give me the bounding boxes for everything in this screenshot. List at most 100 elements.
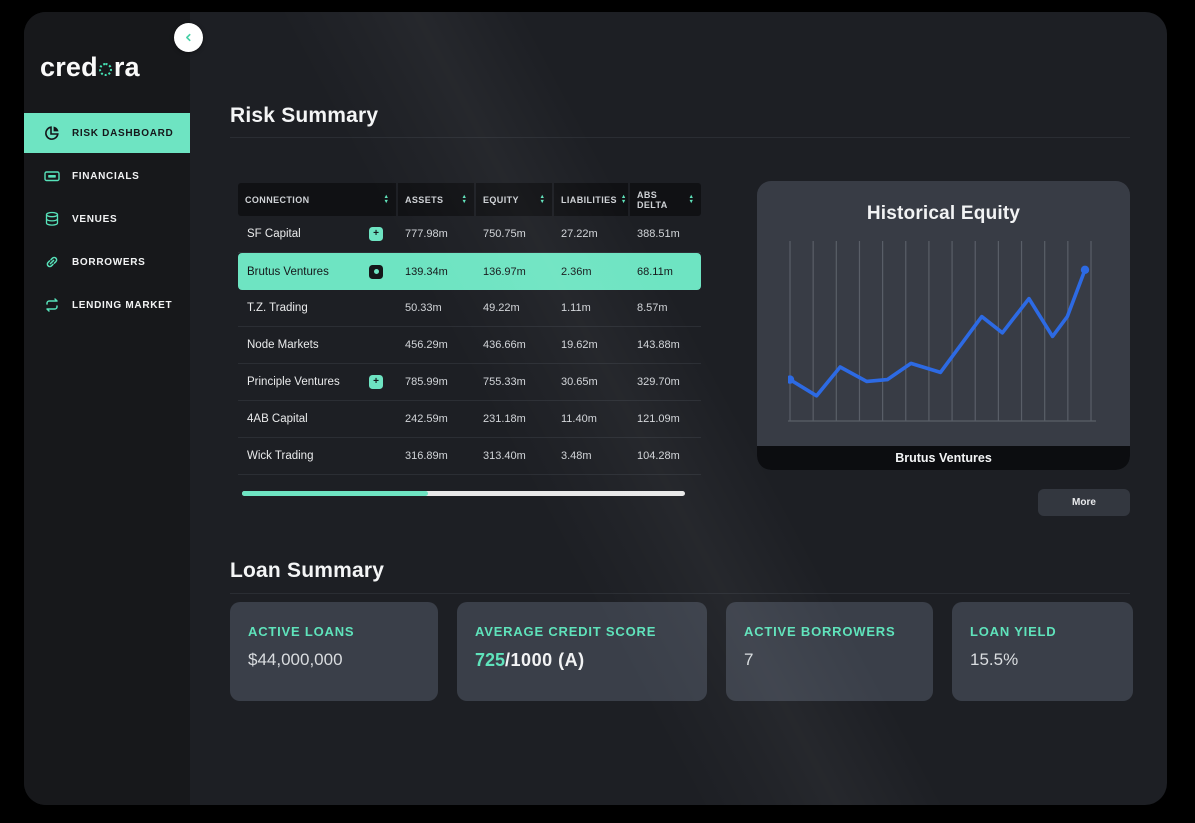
historical-equity-card: Historical Equity Brutus Ventures <box>757 181 1130 470</box>
sidebar-item-label: RISK DASHBOARD <box>72 127 174 139</box>
logo-dotted-o-icon <box>99 63 113 76</box>
connection-name: Principle Ventures <box>247 376 340 388</box>
assets-value: 777.98m <box>405 228 448 240</box>
table-row[interactable]: Wick Trading 316.89m 313.40m 3.48m 104.2… <box>238 438 701 475</box>
equity-value: 49.22m <box>483 302 520 314</box>
sidebar-item-lending-market[interactable]: LENDING MARKET <box>24 285 190 325</box>
risk-summary-divider <box>230 137 1130 138</box>
equity-line <box>788 267 1087 398</box>
equity-value: 313.40m <box>483 450 526 462</box>
risk-summary-title: Risk Summary <box>230 104 379 127</box>
data-point-marker <box>1080 265 1090 274</box>
liabilities-value: 11.40m <box>561 413 597 425</box>
scrollbar-thumb[interactable] <box>242 491 429 496</box>
liabilities-value: 30.65m <box>561 376 598 388</box>
assets-value: 316.89m <box>405 450 448 462</box>
coin-stack-icon <box>44 211 60 227</box>
connection-name: Wick Trading <box>247 450 314 462</box>
equity-value: 436.66m <box>483 339 526 351</box>
sidebar-item-venues[interactable]: VENUES <box>24 199 190 239</box>
abs-delta-value: 68.11m <box>637 265 673 278</box>
column-header-liabilities[interactable]: LIABILITIES ▲ ▼ <box>554 183 628 216</box>
data-point-marker <box>788 375 795 384</box>
sidebar-item-label: LENDING MARKET <box>72 299 173 311</box>
loan-summary-divider <box>230 593 1130 594</box>
assets-value: 139.34m <box>405 265 448 278</box>
stat-value: 15.5% <box>970 650 1019 669</box>
sort-icon[interactable]: ▲ ▼ <box>383 194 389 205</box>
stat-value: 725/1000 (A) <box>475 650 689 671</box>
liabilities-value: 1.11m <box>561 302 591 314</box>
stat-label: ACTIVE LOANS <box>248 624 355 639</box>
sidebar: cred ra RISK DASHBOARD FINANCIALS VENUES <box>24 12 190 805</box>
table-row[interactable]: SF Capital + 777.98m 750.75m 27.22m 388.5… <box>238 216 701 253</box>
sort-icon[interactable]: ▲ ▼ <box>539 194 545 205</box>
liabilities-value: 3.48m <box>561 450 592 462</box>
sidebar-item-risk-dashboard[interactable]: RISK DASHBOARD <box>24 113 190 153</box>
risk-table: CONNECTION ▲ ▼ ASSETS ▲ ▼ EQUITY ▲ ▼ LIABIL… <box>238 183 701 496</box>
liabilities-value: 27.22m <box>561 228 598 240</box>
table-row[interactable]: Principle Ventures + 785.99m 755.33m 30.6… <box>238 364 701 401</box>
abs-delta-value: 329.70m <box>637 376 680 388</box>
sort-icon[interactable]: ▲ ▼ <box>688 194 694 205</box>
table-row[interactable]: Node Markets 456.29m 436.66m 19.62m 143.… <box>238 327 701 364</box>
loan-yield-card: LOAN YIELD 15.5% <box>952 602 1133 701</box>
assets-value: 50.33m <box>405 302 442 314</box>
loan-summary-cards: ACTIVE LOANS $44,000,000 AVERAGE CREDIT … <box>230 602 1133 701</box>
sidebar-item-label: FINANCIALS <box>72 170 140 182</box>
liabilities-value: 19.62m <box>561 339 598 351</box>
chain-link-icon <box>44 254 60 270</box>
abs-delta-value: 143.88m <box>637 339 680 351</box>
credit-score-value: 725 <box>475 650 506 670</box>
sidebar-collapse-button[interactable] <box>174 23 203 52</box>
main-content: Risk Summary CONNECTION ▲ ▼ ASSETS ▲ ▼ EQU… <box>190 12 1167 805</box>
chart-caption: Brutus Ventures <box>895 451 992 465</box>
active-borrowers-card: ACTIVE BORROWERS 7 <box>726 602 933 701</box>
loan-summary-title: Loan Summary <box>230 559 385 582</box>
more-button[interactable]: More <box>1038 489 1130 516</box>
abs-delta-value: 8.57m <box>637 302 668 314</box>
equity-chart-svg <box>788 241 1096 422</box>
connection-name: Node Markets <box>247 339 319 351</box>
credora-logo: cred ra <box>40 52 140 82</box>
assets-value: 785.99m <box>405 376 448 388</box>
average-credit-score-card: AVERAGE CREDIT SCORE 725/1000 (A) <box>457 602 707 701</box>
row-expand-icon[interactable] <box>369 264 383 279</box>
connection-name: SF Capital <box>247 228 301 240</box>
table-row[interactable]: T.Z. Trading 50.33m 49.22m 1.11m 8.57m <box>238 290 701 327</box>
sort-icon[interactable]: ▲ ▼ <box>620 194 627 205</box>
stat-label: AVERAGE CREDIT SCORE <box>475 624 657 639</box>
column-header-assets[interactable]: ASSETS ▲ ▼ <box>398 183 474 216</box>
chevron-left-icon <box>182 31 195 44</box>
equity-value: 231.18m <box>483 413 526 425</box>
column-header-connection[interactable]: CONNECTION ▲ ▼ <box>238 183 396 216</box>
liabilities-value: 2.36m <box>561 265 592 278</box>
assets-value: 242.59m <box>405 413 448 425</box>
sidebar-item-borrowers[interactable]: BORROWERS <box>24 242 190 282</box>
credit-score-scale: /1000 (A) <box>505 650 585 670</box>
column-header-abs-delta[interactable]: ABS DELTA ▲ ▼ <box>630 183 701 216</box>
abs-delta-value: 121.09m <box>637 413 680 425</box>
sort-icon[interactable]: ▲ ▼ <box>461 194 467 205</box>
active-loans-card: ACTIVE LOANS $44,000,000 <box>230 602 438 701</box>
row-expand-icon[interactable]: + <box>369 227 383 241</box>
abs-delta-value: 388.51m <box>637 228 680 240</box>
sidebar-item-financials[interactable]: FINANCIALS <box>24 156 190 196</box>
stat-value: 7 <box>744 650 754 669</box>
repeat-arrows-icon <box>44 297 60 313</box>
table-row[interactable]: 4AB Capital 242.59m 231.18m 11.40m 121.0… <box>238 401 701 438</box>
table-row-selected[interactable]: Brutus Ventures 139.34m 136.97m 2.36m 68… <box>238 253 701 290</box>
assets-value: 456.29m <box>405 339 448 351</box>
row-expand-icon[interactable]: + <box>369 375 383 389</box>
connection-name: Brutus Ventures <box>247 265 329 278</box>
connection-name: T.Z. Trading <box>247 302 308 314</box>
column-header-equity[interactable]: EQUITY ▲ ▼ <box>476 183 552 216</box>
stat-label: LOAN YIELD <box>970 624 1057 639</box>
banknote-icon <box>44 168 60 184</box>
stat-label: ACTIVE BORROWERS <box>744 624 896 639</box>
sidebar-item-label: VENUES <box>72 213 118 225</box>
connection-name: 4AB Capital <box>247 413 308 425</box>
chart-title: Historical Equity <box>866 203 1021 224</box>
table-horizontal-scrollbar[interactable] <box>242 491 685 496</box>
chart-caption-bar: Brutus Ventures <box>757 446 1130 470</box>
